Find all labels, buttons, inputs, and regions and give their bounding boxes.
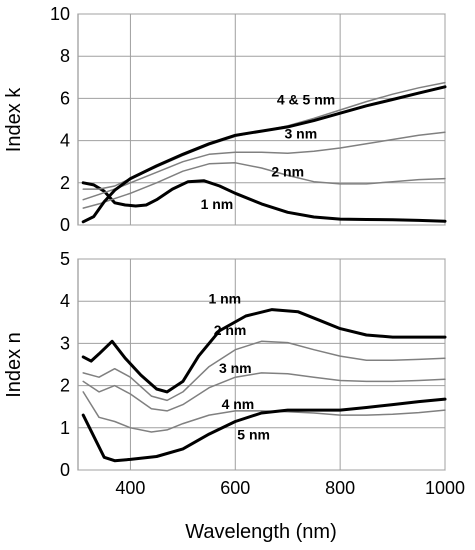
series-annotation: 5 nm xyxy=(237,427,270,443)
chart-index-k: 4 & 5 nm 3 nm 2 nm 1 nm 0 2 4 6 8 10 Index k xyxy=(3,4,447,235)
y-tick-label: 1 xyxy=(60,418,70,438)
series-annotation: 3 nm xyxy=(284,125,317,141)
x-tick-label: 1000 xyxy=(425,478,465,498)
x-tick-label: 600 xyxy=(220,478,250,498)
y-tick-label: 3 xyxy=(60,333,70,353)
grid-n xyxy=(77,258,446,471)
plot-frame xyxy=(77,13,446,226)
y-ticks-k: 0 2 4 6 8 10 xyxy=(50,4,70,235)
series-line-3-nm xyxy=(82,372,446,412)
series-line-1-nm xyxy=(81,308,447,394)
series-annotation: 1 nm xyxy=(208,290,241,306)
y-tick-label: 8 xyxy=(60,46,70,66)
series-line-4-5-nm xyxy=(81,85,447,224)
series-line-3-nm xyxy=(82,131,446,201)
y-tick-label: 0 xyxy=(60,460,70,480)
chart-index-n: 1 nm 2 nm 3 nm 4 nm 5 nm 0 1 2 3 4 5 400 600 800 100… xyxy=(3,249,465,543)
series-line-2-nm xyxy=(82,162,446,209)
y-tick-label: 10 xyxy=(50,4,70,24)
x-tick-label: 800 xyxy=(325,478,355,498)
series-line-2-nm xyxy=(82,340,446,402)
series-line-5-nm xyxy=(81,397,447,463)
y-axis-label-n: Index n xyxy=(3,332,25,398)
series-line-4-nm xyxy=(82,391,446,433)
series-annotation: 2 nm xyxy=(214,322,247,338)
y-axis-label-k: Index k xyxy=(3,87,25,152)
series-k xyxy=(81,81,447,224)
y-tick-label: 2 xyxy=(60,173,70,193)
x-axis-label: Wavelength (nm) xyxy=(185,521,337,543)
series-annotation: 4 nm xyxy=(222,396,255,412)
grid-k xyxy=(77,13,446,226)
series-line-1-nm xyxy=(81,179,447,223)
annotations-n: 1 nm 2 nm 3 nm 4 nm 5 nm xyxy=(208,290,270,442)
y-tick-label: 6 xyxy=(60,88,70,108)
x-tick-label: 400 xyxy=(115,478,145,498)
annotations-k: 4 & 5 nm 3 nm 2 nm 1 nm xyxy=(201,92,336,212)
series-annotation: 2 nm xyxy=(271,163,304,179)
y-tick-label: 5 xyxy=(60,249,70,269)
series-annotation: 3 nm xyxy=(219,360,252,376)
series-n xyxy=(81,308,447,463)
y-tick-label: 0 xyxy=(60,215,70,235)
x-ticks-n: 400 600 800 1000 xyxy=(115,478,465,498)
y-tick-label: 4 xyxy=(60,291,70,311)
series-annotation: 1 nm xyxy=(201,196,234,212)
y-ticks-n: 0 1 2 3 4 5 xyxy=(60,249,70,480)
series-annotation: 4 & 5 nm xyxy=(277,92,335,108)
y-tick-label: 2 xyxy=(60,376,70,396)
y-tick-label: 4 xyxy=(60,131,70,151)
